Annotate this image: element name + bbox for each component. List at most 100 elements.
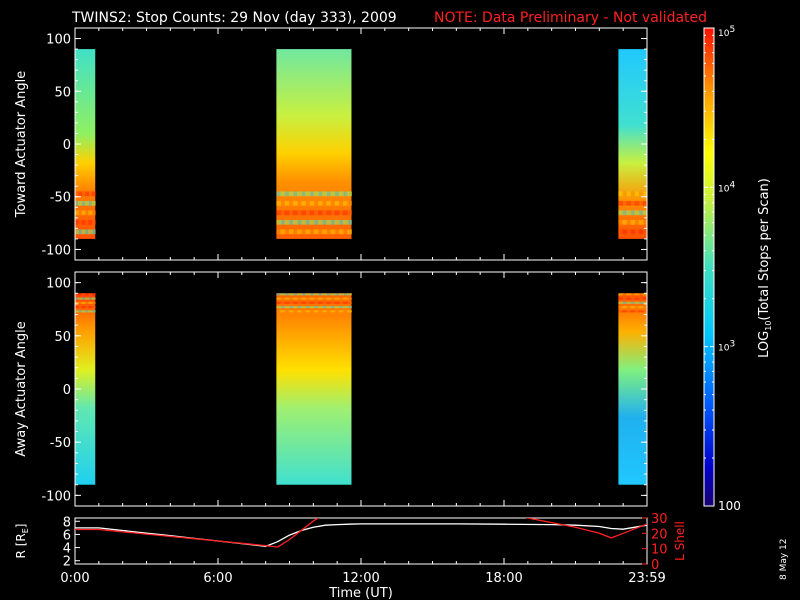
- heatmap-texture-cell: [280, 293, 286, 296]
- orbit-left-ylabel: R [RE]: [14, 524, 30, 559]
- heatmap-texture-cell: [293, 229, 298, 235]
- heatmap-texture-cell: [280, 219, 286, 225]
- heatmap-texture-cell: [630, 297, 636, 300]
- heatmap-texture-cell: [78, 191, 83, 197]
- heatmap-texture-cell: [322, 297, 327, 300]
- heatmap-texture-cell: [322, 200, 327, 206]
- heatmap-texture-cell: [293, 210, 298, 216]
- heatmap-texture-cell: [301, 200, 307, 206]
- heatmap-texture-cell: [284, 229, 290, 235]
- heatmap-texture-cell: [88, 310, 93, 313]
- heatmap-texture-cell: [313, 229, 319, 235]
- heatmap-texture-cell: [630, 219, 636, 225]
- heatmap-texture-cell: [634, 301, 640, 304]
- heatmap-texture-cell: [618, 310, 623, 313]
- heatmap-texture-cell: [309, 229, 315, 235]
- heatmap-texture-cell: [313, 301, 319, 304]
- heatmap-texture-cell: [85, 191, 90, 197]
- xtick-label: 6:00: [203, 571, 232, 586]
- heatmap-texture-cell: [81, 293, 86, 296]
- heatmap-texture-cell: [347, 306, 352, 309]
- heatmap-texture-cell: [88, 301, 93, 304]
- heatmap-texture-cell: [313, 219, 319, 225]
- heatmap-texture-cell: [75, 200, 79, 206]
- heatmap-texture-cell: [326, 297, 332, 300]
- heatmap-texture-cell: [343, 229, 348, 235]
- heatmap-texture-cell: [326, 306, 332, 309]
- heatmap-texture-cell: [293, 191, 298, 197]
- heatmap-texture-cell: [322, 293, 327, 296]
- heatmap-texture-cell: [638, 293, 644, 296]
- heatmap-texture-cell: [293, 200, 298, 206]
- heatmap-texture-cell: [326, 310, 332, 313]
- heatmap-texture-cell: [318, 310, 323, 313]
- heatmap-texture-cell: [326, 210, 332, 216]
- heatmap-texture-cell: [309, 301, 315, 304]
- heatmap-texture-cell: [288, 306, 294, 309]
- heatmap-texture-cell: [334, 200, 340, 206]
- heatmap-texture-cell: [338, 306, 344, 309]
- heatmap-texture-cell: [88, 306, 93, 309]
- heatmap-texture-cell: [280, 306, 286, 309]
- colorbar-label: LOG10(Total Stops per Scan): [757, 178, 773, 358]
- heatmap-texture-cell: [85, 293, 90, 296]
- heatmap-texture-cell: [297, 191, 302, 197]
- heatmap-texture-cell: [622, 301, 628, 304]
- heatmap-texture-cell: [634, 310, 640, 313]
- heatmap-texture-cell: [618, 301, 623, 304]
- ytick-label: -100: [41, 243, 71, 258]
- heatmap-texture-cell: [297, 210, 302, 216]
- heatmap-texture-cell: [626, 219, 632, 225]
- heatmap-texture-cell: [322, 301, 327, 304]
- ytick-label: 100: [46, 33, 71, 48]
- heatmap-texture-cell: [622, 310, 628, 313]
- heatmap-texture-cell: [88, 200, 93, 206]
- heatmap-texture-cell: [280, 229, 286, 235]
- heatmap-texture-cell: [334, 301, 340, 304]
- heatmap-texture-cell: [338, 297, 344, 300]
- heatmap-texture-cell: [638, 200, 644, 206]
- heatmap-texture-cell: [347, 297, 352, 300]
- heatmap-texture-cell: [638, 306, 644, 309]
- chart-title: TWINS2: Stop Counts: 29 Nov (day 333), 2…: [71, 10, 397, 26]
- colorbar-tick-label: 103: [718, 340, 735, 354]
- toward-ylabel: Toward Actuator Angle: [14, 71, 29, 218]
- heatmap-texture-cell: [276, 306, 282, 309]
- ytick-label-left: 6: [63, 528, 71, 543]
- ytick-label: 50: [54, 330, 71, 345]
- heatmap-texture-cell: [280, 310, 286, 313]
- heatmap-texture-cell: [85, 310, 90, 313]
- heatmap-texture-cell: [305, 301, 311, 304]
- heatmap-texture-cell: [297, 297, 302, 300]
- heatmap-texture-cell: [343, 310, 348, 313]
- heatmap-texture-cell: [642, 210, 647, 216]
- heatmap-texture-cell: [630, 306, 636, 309]
- heatmap-texture-cell: [81, 297, 86, 300]
- heatmap-texture-cell: [309, 210, 315, 216]
- heatmap-texture-cell: [334, 293, 340, 296]
- heatmap-texture-cell: [75, 306, 79, 309]
- heatmap-texture-cell: [88, 293, 93, 296]
- heatmap-texture-cell: [297, 310, 302, 313]
- heatmap-texture-cell: [91, 301, 96, 304]
- heatmap-texture-cell: [75, 191, 79, 197]
- heatmap-texture-cell: [338, 191, 344, 197]
- heatmap-texture-cell: [622, 306, 628, 309]
- heatmap-texture-cell: [276, 229, 282, 235]
- heatmap-texture-cell: [330, 297, 336, 300]
- heatmap-texture-cell: [622, 297, 628, 300]
- heatmap-texture-cell: [313, 310, 319, 313]
- heatmap-texture-cell: [642, 293, 647, 296]
- heatmap-texture-cell: [81, 310, 86, 313]
- heatmap-texture-cell: [91, 191, 96, 197]
- heatmap-texture-cell: [280, 301, 286, 304]
- heatmap-texture-cell: [305, 219, 311, 225]
- heatmap-texture-cell: [642, 310, 647, 313]
- heatmap-texture-cell: [634, 293, 640, 296]
- heatmap-texture-cell: [313, 293, 319, 296]
- colorbar-tick-label: 100: [718, 499, 741, 513]
- heatmap-texture-cell: [347, 210, 352, 216]
- heatmap-texture-cell: [301, 293, 307, 296]
- heatmap-texture-cell: [318, 210, 323, 216]
- heatmap-texture-cell: [297, 293, 302, 296]
